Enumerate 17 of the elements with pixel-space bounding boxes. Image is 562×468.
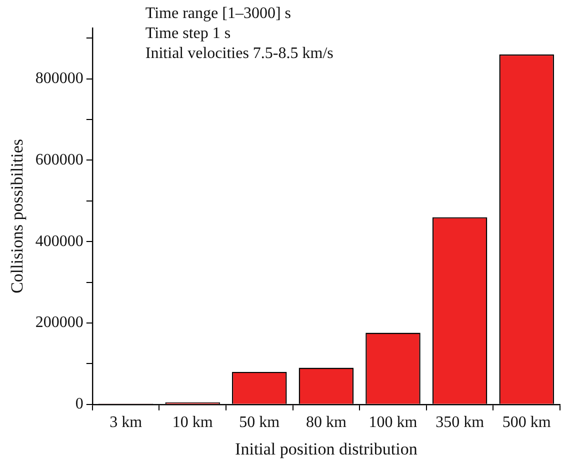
annotation: Time step 1 s bbox=[145, 25, 231, 42]
x-tick-label: 10 km bbox=[172, 414, 214, 432]
y-axis-title: Collisions possibilities bbox=[8, 138, 27, 294]
y-tick-label: 800000 bbox=[35, 70, 84, 88]
text: Time range [1–3000] s bbox=[145, 5, 292, 22]
x-tick-label: 80 km bbox=[306, 414, 347, 432]
x-tick-label: 500 km bbox=[502, 414, 552, 432]
y-tick-label: 0 bbox=[75, 396, 84, 413]
x-tick-label: 3 km bbox=[110, 414, 143, 432]
y-tick-label: 600000 bbox=[35, 151, 84, 168]
x-axis-title: Initial position distribution bbox=[235, 439, 418, 458]
x-tick-label: 50 km bbox=[239, 414, 280, 432]
y-tick-label: 200000 bbox=[35, 314, 84, 332]
x-tick-label: 350 km bbox=[436, 414, 485, 432]
annotation: Initial velocities 7.5-8.5 km/s bbox=[145, 45, 334, 62]
y-tick-label: 400000 bbox=[35, 232, 84, 250]
x-tick-label: 100 km bbox=[368, 414, 418, 432]
